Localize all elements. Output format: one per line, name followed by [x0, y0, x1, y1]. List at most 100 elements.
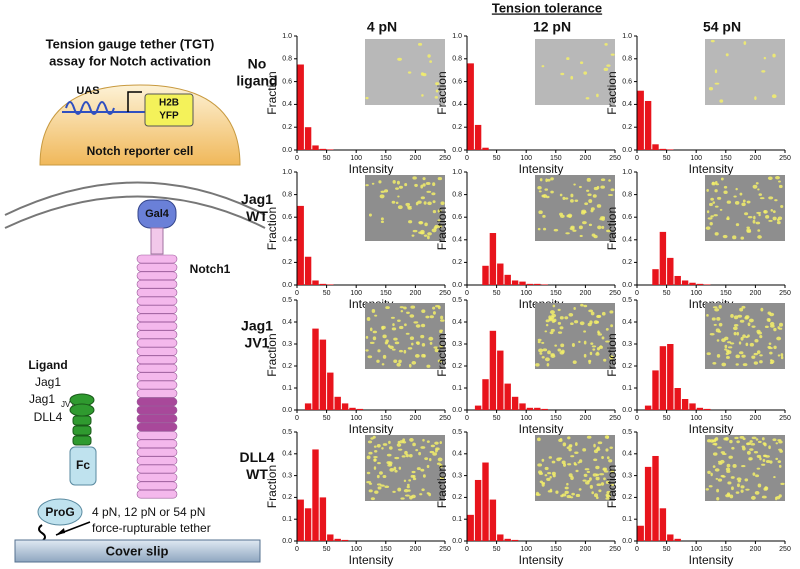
x-tick-label: 200: [410, 546, 422, 553]
cell-spot: [538, 470, 543, 474]
cell-spot: [418, 221, 423, 224]
x-tick-label: 50: [493, 155, 501, 162]
cell-spot: [541, 341, 545, 344]
cell-spot: [437, 176, 443, 181]
cell-spot: [596, 315, 602, 318]
cell-spot: [602, 467, 607, 471]
cell-spot: [610, 483, 615, 486]
cell-spot: [582, 448, 587, 452]
cell-spot: [749, 440, 753, 443]
cell-spot: [599, 473, 605, 476]
cell-spot: [591, 491, 594, 495]
cell-spot: [754, 338, 759, 343]
cell-spot: [778, 327, 783, 330]
cell-spot: [368, 489, 373, 493]
bar: [489, 330, 497, 410]
cell-spot: [729, 494, 734, 499]
cell-spot: [439, 476, 444, 480]
cell-spot: [727, 341, 732, 344]
bar: [304, 403, 312, 410]
fc-label: Fc: [76, 458, 90, 472]
y-tick-label: 1.0: [282, 169, 292, 176]
bar: [696, 283, 704, 285]
cell-spot: [714, 205, 719, 208]
egf-repeat: [136, 405, 178, 415]
cell-spot: [714, 189, 718, 193]
cell-spot: [564, 316, 569, 320]
cell-spot: [403, 349, 407, 354]
cell-spot: [745, 315, 750, 319]
y-tick-label: 0.0: [622, 407, 632, 414]
bar: [312, 145, 319, 150]
y-tick-label: 0.1: [282, 516, 292, 523]
cell-spot: [722, 234, 728, 239]
y-tick-label: 0.2: [622, 494, 632, 501]
cell-spot: [593, 443, 596, 448]
cell-spot: [760, 307, 764, 312]
cell-spot: [586, 177, 591, 182]
cell-spot: [596, 347, 600, 351]
cell-spot: [545, 319, 550, 323]
cell-spot: [749, 342, 754, 347]
bar: [526, 407, 534, 410]
cell-spot: [705, 226, 711, 230]
bar: [304, 127, 312, 150]
cell-spot: [777, 439, 782, 442]
bar: [319, 148, 327, 150]
x-tick-label: 250: [609, 546, 621, 553]
egf-repeat: [136, 305, 178, 314]
cell-spot: [756, 329, 761, 334]
gal4-label: Gal4: [145, 208, 170, 220]
cell-spot: [382, 474, 387, 479]
cell-spot: [423, 234, 428, 237]
cell-spot: [423, 201, 427, 205]
cell-spot: [435, 448, 438, 453]
cell-spot: [775, 442, 779, 445]
cell-spot: [583, 211, 587, 214]
cell-spot: [544, 357, 550, 362]
y-tick-label: 0.1: [452, 516, 462, 523]
cell-spot: [373, 455, 378, 459]
cell-spot: [421, 488, 425, 492]
cell-spot: [573, 307, 576, 310]
cell-spot: [546, 178, 551, 182]
x-tick-label: 0: [635, 546, 639, 553]
x-tick-label: 250: [609, 155, 621, 162]
cell-spot: [377, 486, 382, 490]
cell-spot: [727, 481, 732, 485]
cell-spot: [397, 57, 402, 61]
cell-spot: [546, 477, 551, 481]
bar: [297, 205, 304, 285]
cell-spot: [559, 326, 564, 330]
cell-spot: [544, 466, 549, 471]
cell-spot: [551, 460, 556, 464]
y-axis-label: Fraction: [605, 71, 619, 114]
cell-spot: [778, 440, 783, 444]
cell-spot: [726, 470, 731, 473]
x-tick-label: 250: [439, 155, 451, 162]
cell-spot: [420, 446, 426, 449]
bar: [689, 282, 696, 285]
cell-spot: [382, 334, 387, 339]
cell-spot: [775, 457, 779, 461]
x-tick-label: 0: [295, 155, 299, 162]
x-tick-label: 50: [663, 546, 671, 553]
cell-spot: [432, 452, 437, 456]
cell-spot: [535, 493, 541, 496]
bar: [319, 339, 327, 410]
cell-spot: [367, 355, 373, 359]
bar: [674, 388, 681, 410]
y-tick-label: 0.8: [622, 191, 632, 198]
cell-spot: [409, 336, 415, 341]
cell-spot: [770, 208, 773, 212]
bar: [349, 407, 356, 410]
y-tick-label: 0.5: [282, 429, 292, 436]
cell-spot: [755, 221, 761, 225]
cell-spot: [731, 486, 734, 491]
cell-spot: [737, 314, 743, 318]
cell-spot: [759, 197, 765, 200]
cell-spot: [570, 455, 575, 458]
x-axis-label: Intensity: [689, 553, 734, 567]
panel-title: Tension tolerance: [492, 0, 602, 15]
cell-spot: [376, 443, 381, 448]
